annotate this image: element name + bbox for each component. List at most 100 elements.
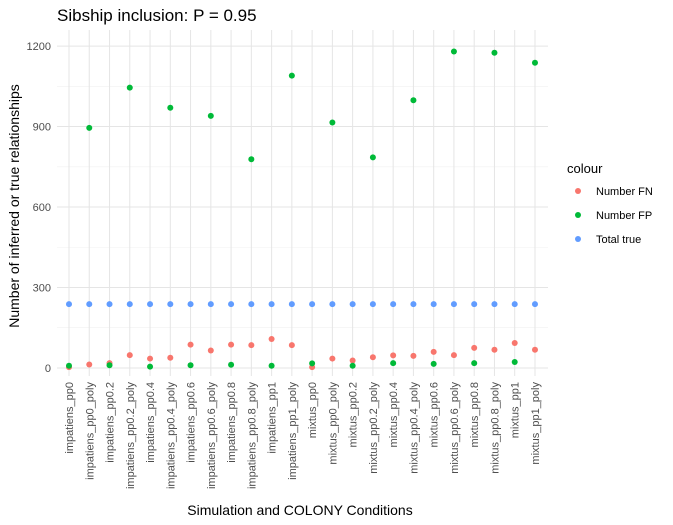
data-point: [167, 301, 174, 308]
data-point: [450, 48, 457, 55]
x-tick-label: impatiens_pp1: [267, 382, 279, 454]
y-tick-label: 300: [33, 282, 51, 294]
data-point: [268, 301, 275, 308]
data-point: [86, 301, 93, 308]
data-point: [390, 352, 397, 359]
x-tick-label: impatiens_pp0.8: [226, 382, 238, 463]
x-tick-label: impatiens_pp0.6: [186, 382, 198, 463]
data-point: [430, 360, 437, 367]
data-point: [86, 124, 93, 131]
data-point: [126, 84, 133, 91]
data-point: [288, 342, 295, 349]
x-tick-label: mixtus_pp0.8: [469, 382, 481, 447]
data-point: [369, 354, 376, 361]
data-point: [349, 362, 356, 369]
data-point: [126, 352, 133, 359]
x-tick-label: impatiens_pp0.8_poly: [246, 382, 258, 490]
x-tick-label: mixtus_pp0: [307, 382, 319, 438]
data-point: [511, 301, 518, 308]
y-tick-label: 0: [45, 363, 51, 375]
data-point: [531, 301, 538, 308]
x-tick-label: impatiens_pp0_poly: [84, 382, 96, 480]
x-tick-label: mixtus_pp0.6: [429, 382, 441, 447]
chart-title: Sibship inclusion: P = 0.95: [57, 6, 257, 25]
data-point: [410, 301, 417, 308]
data-point: [66, 362, 72, 369]
data-point: [390, 301, 397, 308]
legend-label: Number FN: [596, 186, 653, 198]
legend-key: [575, 236, 581, 242]
data-point: [147, 301, 154, 308]
data-point: [167, 354, 174, 361]
plot-panel: 0 300 600 900 1200 impatiens_pp0 impatiens_pp0…: [27, 30, 548, 489]
data-point: [147, 363, 154, 370]
data-point: [207, 301, 214, 308]
data-point: [511, 340, 518, 347]
data-point: [329, 301, 336, 308]
data-point: [288, 301, 295, 308]
data-point: [349, 357, 356, 364]
x-tick-label: mixtus_pp1_poly: [530, 382, 542, 465]
data-point: [207, 347, 214, 354]
legend-label: Total true: [596, 234, 641, 246]
legend-key: [575, 212, 581, 218]
data-point: [450, 352, 457, 359]
data-point: [66, 301, 72, 308]
data-point: [471, 344, 478, 351]
data-point: [126, 301, 133, 308]
data-point: [147, 355, 154, 362]
x-tick-label: mixtus_pp0.6_poly: [449, 382, 461, 474]
x-tick-label: mixtus_pp0.2: [348, 382, 360, 447]
data-point: [410, 352, 417, 359]
data-point: [228, 301, 235, 308]
data-point: [207, 112, 214, 119]
data-point: [471, 301, 478, 308]
data-point: [430, 348, 437, 355]
data-point: [491, 346, 498, 353]
x-tick-label: mixtus_pp0.4: [388, 382, 400, 447]
x-tick-label: mixtus_pp0.2_poly: [368, 382, 380, 474]
y-tick-label: 1200: [27, 41, 51, 53]
data-point: [106, 301, 113, 308]
data-point: [369, 154, 376, 161]
x-tick-label: impatiens_pp0.4_poly: [165, 382, 177, 490]
data-point: [450, 301, 457, 308]
x-tick-label: mixtus_pp0.4_poly: [408, 382, 420, 474]
data-point: [491, 49, 498, 56]
data-point: [187, 341, 194, 348]
series-total-true: [66, 301, 538, 308]
x-tick-label: mixtus_pp1: [510, 382, 522, 438]
data-point: [309, 301, 316, 308]
data-point: [187, 362, 194, 369]
legend-label: Number FP: [596, 210, 652, 222]
data-point: [268, 362, 275, 369]
x-tick-label: mixtus_pp0.8_poly: [489, 382, 501, 474]
x-tick-label: mixtus_pp0_poly: [327, 382, 339, 465]
data-point: [511, 359, 518, 366]
series-number-fp: [66, 48, 538, 370]
data-point: [390, 360, 397, 367]
legend: colour Number FN Number FP Total true: [567, 161, 653, 246]
data-point: [531, 59, 538, 66]
y-axis-title: Number of inferred or true relationships: [6, 84, 22, 328]
data-point: [248, 342, 255, 349]
data-point: [531, 346, 538, 353]
data-point: [329, 119, 336, 126]
data-point: [187, 301, 194, 308]
data-point: [86, 361, 93, 368]
series-number-fn: [66, 335, 538, 371]
x-tick-label: impatiens_pp0.2_poly: [125, 382, 137, 490]
legend-title: colour: [567, 161, 603, 176]
data-point: [309, 360, 316, 367]
data-point: [268, 335, 275, 342]
legend-key: [575, 188, 581, 194]
data-point: [167, 104, 174, 111]
data-point: [491, 301, 498, 308]
data-point: [106, 362, 113, 369]
x-tick-label: impatiens_pp0.4: [145, 382, 157, 463]
y-tick-label: 900: [33, 122, 51, 134]
x-tick-label: impatiens_pp1_poly: [287, 382, 299, 480]
data-point: [471, 360, 478, 367]
data-point: [430, 301, 437, 308]
